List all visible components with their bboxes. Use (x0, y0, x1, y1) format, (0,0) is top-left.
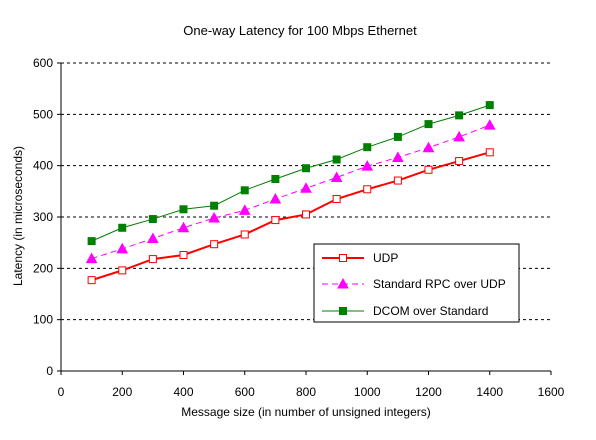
series-udp (87, 148, 494, 285)
y-axis-label: Latency (in microseconds) (11, 146, 25, 286)
legend-label: Standard RPC over UDP (373, 277, 506, 291)
legend-label: UDP (373, 251, 398, 265)
data-point (392, 151, 404, 162)
data-point (424, 120, 433, 129)
legend-entry: Standard RPC over UDP (322, 277, 506, 291)
legend-entry: UDP (322, 251, 398, 265)
data-point (455, 111, 464, 120)
data-point (269, 193, 282, 204)
data-point (271, 216, 280, 225)
data-point (87, 276, 96, 285)
data-point (453, 130, 465, 142)
series-line (91, 151, 491, 282)
y-tick-label: 0 (46, 364, 53, 378)
legend-marker (337, 277, 349, 289)
data-point (485, 101, 494, 110)
data-point (363, 185, 372, 194)
data-point (455, 157, 464, 166)
y-tick-label: 100 (33, 313, 53, 327)
data-point (116, 242, 129, 254)
data-point (87, 237, 96, 246)
data-point (210, 201, 219, 210)
series-dcom-over-standard (87, 101, 494, 246)
y-tick-label: 200 (33, 261, 53, 275)
data-point (179, 250, 188, 259)
data-point (361, 160, 374, 171)
data-point (393, 176, 402, 185)
x-tick-label: 1200 (415, 385, 442, 399)
data-point (422, 141, 435, 153)
x-tick-label: 1600 (538, 385, 565, 399)
data-point (363, 143, 372, 152)
data-point (332, 155, 341, 164)
series-standard-rpc-over-udp (85, 119, 496, 264)
data-point (300, 182, 312, 193)
data-point (208, 211, 220, 223)
chart-title: One-way Latency for 100 Mbps Ethernet (183, 23, 417, 38)
x-tick-label: 1400 (476, 385, 503, 399)
legend-marker (339, 307, 347, 315)
data-point (148, 215, 157, 224)
data-point (330, 171, 343, 182)
series-line (91, 104, 490, 242)
data-point (393, 132, 402, 141)
data-point (85, 252, 98, 264)
x-tick-label: 600 (235, 385, 255, 399)
data-point (485, 148, 494, 157)
series-layer (85, 101, 496, 285)
data-point (177, 221, 190, 233)
y-tick-label: 400 (33, 159, 53, 173)
data-point (424, 165, 433, 174)
x-tick-label: 1000 (354, 385, 381, 399)
legend-marker (339, 254, 347, 262)
data-point (179, 205, 188, 214)
y-tick-label: 500 (33, 107, 53, 121)
x-axis-label: Message size (in number of unsigned inte… (181, 405, 430, 419)
data-point (302, 210, 310, 219)
data-point (483, 119, 496, 130)
data-point (238, 204, 251, 215)
data-point (148, 255, 157, 264)
y-tick-labels: 0 100 200 300 400 500 600 (33, 56, 53, 378)
x-tick-label: 400 (173, 385, 193, 399)
data-point (210, 240, 219, 249)
data-point (240, 230, 249, 239)
y-tick-label: 300 (33, 210, 53, 224)
axes (57, 62, 552, 375)
data-point (118, 223, 127, 232)
data-point (302, 164, 310, 173)
x-tick-label: 800 (296, 385, 316, 399)
legend: UDP Standard RPC over UDP DCOM over Standa… (313, 243, 520, 323)
y-tick-label: 600 (33, 56, 53, 70)
data-point (271, 175, 280, 184)
legend-entry: DCOM over Standard (322, 304, 488, 318)
data-point (240, 186, 249, 195)
data-point (332, 195, 341, 204)
x-tick-label: 200 (112, 385, 132, 399)
x-tick-label: 0 (58, 385, 65, 399)
x-tick-labels: 0 200 400 600 800 1000 1200 1400 1600 (58, 385, 565, 399)
data-point (147, 232, 159, 244)
data-point (118, 266, 127, 275)
legend-label: DCOM over Standard (373, 304, 488, 318)
